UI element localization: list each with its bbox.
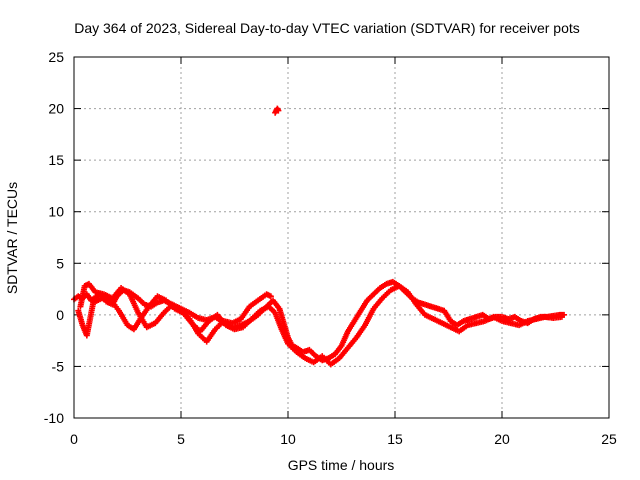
plot-frame — [73, 56, 610, 419]
x-axis-label: GPS time / hours — [288, 457, 395, 473]
data-point — [558, 313, 565, 320]
x-tick-label: 25 — [601, 431, 617, 447]
data-point — [275, 107, 282, 114]
data-points — [71, 105, 568, 368]
x-tick-label: 5 — [177, 431, 185, 447]
y-tick-label: 15 — [48, 152, 64, 168]
grid-lines — [74, 57, 609, 418]
series-trace-c — [77, 280, 274, 345]
y-tick-label: 25 — [48, 49, 64, 65]
y-tick-label: 20 — [48, 101, 64, 117]
x-tick-label: 0 — [70, 431, 78, 447]
y-axis-label: SDTVAR / TECUs — [4, 182, 20, 294]
x-tick-label: 10 — [280, 431, 296, 447]
x-tick-labels: 0 5 10 15 20 25 — [70, 431, 617, 447]
y-tick-label: -10 — [44, 410, 64, 426]
series-outlier — [272, 105, 282, 116]
chart-title: Day 364 of 2023, Sidereal Day-to-day VTE… — [74, 20, 580, 36]
y-tick-label: -5 — [52, 358, 65, 374]
y-tick-label: 0 — [56, 307, 64, 323]
data-point — [267, 293, 274, 300]
y-tick-labels: -10 -5 0 5 10 15 20 25 — [44, 49, 64, 426]
x-tick-label: 20 — [494, 431, 510, 447]
x-tick-label: 15 — [387, 431, 403, 447]
axis-ticks — [73, 56, 610, 419]
y-tick-label: 10 — [48, 204, 64, 220]
y-tick-label: 5 — [56, 255, 64, 271]
series-trace-b — [75, 282, 565, 368]
